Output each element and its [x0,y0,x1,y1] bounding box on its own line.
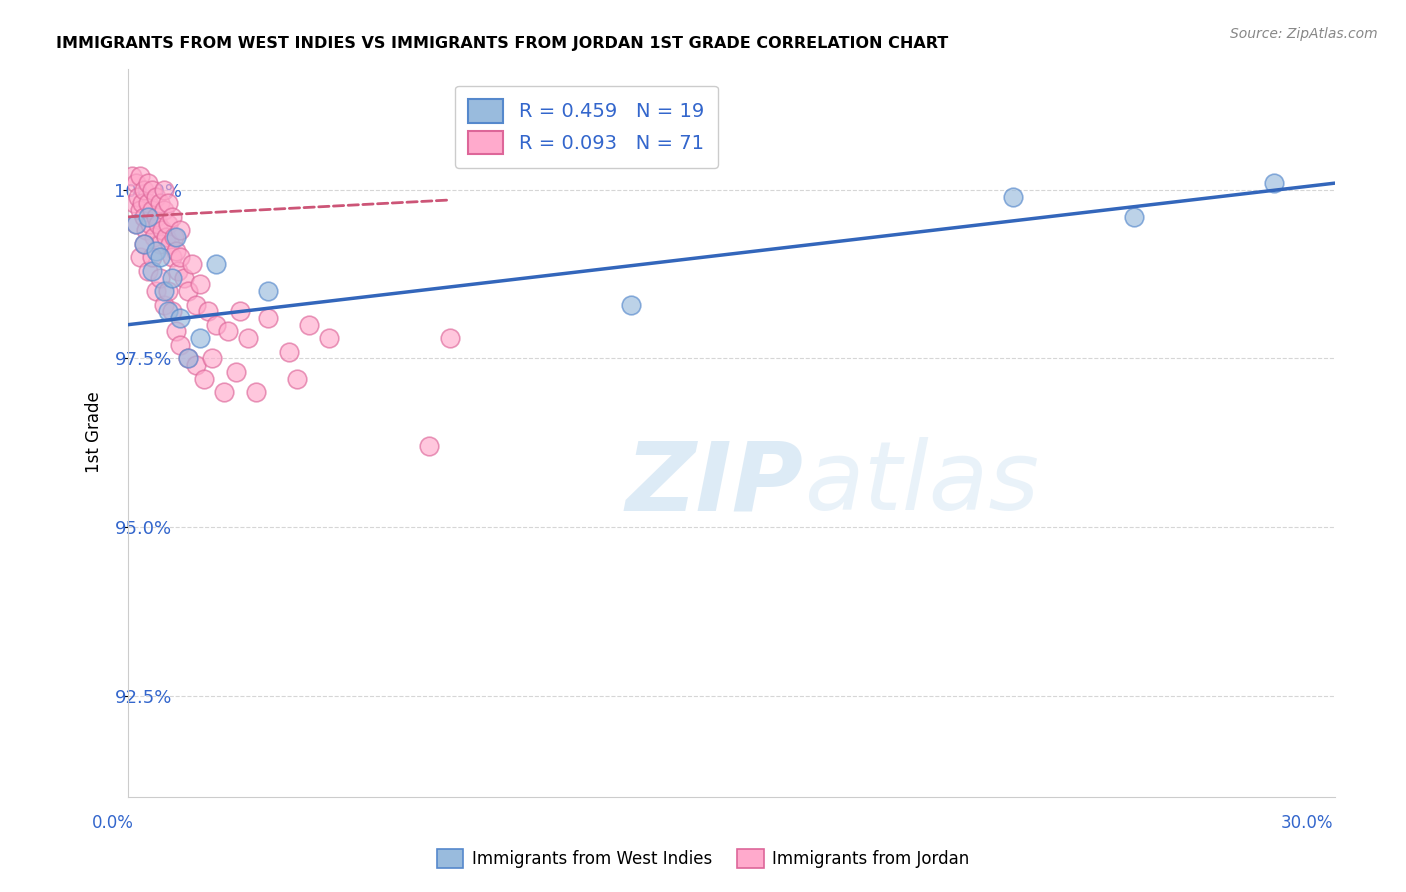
Point [205,257,228,271]
Point [163,230,186,244]
Point [201,351,224,366]
Point [124,217,146,231]
Point [173,270,195,285]
Point [132,210,155,224]
Point [318,331,340,345]
Point [177,284,200,298]
Point [153,284,176,298]
Point [128,203,150,218]
Point [156,196,179,211]
Point [1122,210,1144,224]
Point [193,372,215,386]
Point [257,284,280,298]
Point [257,310,280,325]
Point [169,250,191,264]
Point [169,338,191,352]
Point [150,223,173,237]
Point [131,196,153,211]
Point [127,189,149,203]
Point [145,244,167,258]
Point [141,183,163,197]
Point [277,344,299,359]
Point [177,351,200,366]
Point [124,176,146,190]
Point [160,250,183,264]
Point [1001,189,1024,203]
Point [149,236,172,251]
Point [245,385,267,400]
Point [160,210,183,224]
Point [184,297,207,311]
Point [165,244,187,258]
Point [141,264,163,278]
Point [132,236,155,251]
Point [145,210,167,224]
Point [153,183,176,197]
Point [217,325,239,339]
Point [418,439,440,453]
Point [229,304,252,318]
Legend: Immigrants from West Indies, Immigrants from Jordan: Immigrants from West Indies, Immigrants … [430,843,976,875]
Point [136,196,159,211]
Point [225,365,247,379]
Point [197,304,219,318]
Point [141,250,163,264]
Point [212,385,235,400]
Point [136,210,159,224]
Text: Source: ZipAtlas.com: Source: ZipAtlas.com [1230,27,1378,41]
Point [177,351,200,366]
Point [156,304,179,318]
Point [165,230,187,244]
Point [238,331,260,345]
Legend: R = 0.459   N = 19, R = 0.093   N = 71: R = 0.459 N = 19, R = 0.093 N = 71 [454,86,718,168]
Text: 0.0%: 0.0% [91,814,134,831]
Point [439,331,461,345]
Text: ZIP: ZIP [626,437,804,530]
Point [156,284,179,298]
Point [153,203,176,218]
Point [145,189,167,203]
Point [138,217,160,231]
Point [145,284,167,298]
Point [128,169,150,184]
Point [146,217,169,231]
Point [1263,176,1285,190]
Point [136,264,159,278]
Point [149,270,172,285]
Point [128,250,150,264]
Text: atlas: atlas [804,437,1039,530]
Point [159,236,181,251]
Point [298,318,321,332]
Point [169,223,191,237]
Point [181,257,204,271]
Point [142,230,165,244]
Point [160,304,183,318]
Point [160,270,183,285]
Text: 30.0%: 30.0% [1281,814,1333,831]
Point [132,183,155,197]
Point [141,203,163,218]
Point [285,372,308,386]
Point [132,236,155,251]
Point [156,217,179,231]
Point [165,325,187,339]
Point [124,217,146,231]
Point [188,331,211,345]
Point [149,250,172,264]
Point [184,358,207,372]
Point [205,318,228,332]
Point [122,196,145,211]
Point [167,264,190,278]
Y-axis label: 1st Grade: 1st Grade [86,392,103,474]
Point [169,310,191,325]
Point [135,223,157,237]
Point [153,297,176,311]
Text: IMMIGRANTS FROM WEST INDIES VS IMMIGRANTS FROM JORDAN 1ST GRADE CORRELATION CHAR: IMMIGRANTS FROM WEST INDIES VS IMMIGRANT… [56,36,949,51]
Point [121,169,143,184]
Point [149,196,172,211]
Point [155,230,177,244]
Point [136,176,159,190]
Point [188,277,211,292]
Point [619,297,641,311]
